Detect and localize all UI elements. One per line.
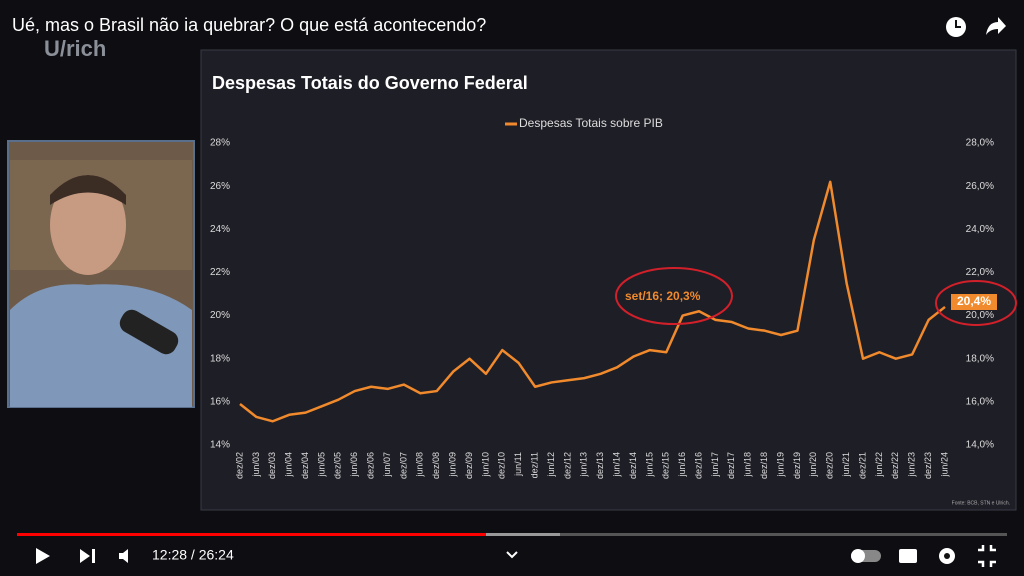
x-tick-label: jun/12 (546, 452, 556, 478)
y2-tick-label: 18,0% (966, 353, 994, 364)
subtitles-button[interactable] (899, 549, 917, 563)
next-button[interactable] (80, 549, 95, 563)
x-tick-label: jun/20 (808, 452, 818, 478)
x-tick-label: jun/22 (874, 452, 884, 478)
volume-button[interactable] (119, 549, 128, 563)
progress-played (17, 533, 486, 536)
source: Fonte: BCB, STN e Ulrich. (952, 500, 1010, 506)
y-tick-label: 20% (210, 310, 230, 321)
fullscreen-button[interactable] (978, 545, 996, 567)
y2-tick-label: 14,0% (966, 440, 994, 451)
x-tick-label: jun/08 (415, 452, 425, 478)
x-tick-label: jun/23 (907, 452, 917, 478)
chart-title: Despesas Totais do Governo Federal (212, 73, 528, 93)
hair (50, 175, 126, 205)
y-tick-label: 22% (210, 267, 230, 278)
autoplay-knob (851, 549, 865, 563)
x-tick-label: dez/18 (759, 452, 769, 479)
x-tick-label: jun/16 (677, 452, 687, 478)
shirt (10, 284, 192, 407)
x-tick-label: jun/03 (251, 452, 261, 478)
y-tick-label: 16% (210, 396, 230, 407)
annotation: 20,4% (957, 294, 991, 308)
annotation-box (951, 294, 997, 310)
share-icon[interactable] (986, 17, 1006, 35)
x-tick-label: jun/11 (513, 452, 523, 477)
x-tick-label: dez/17 (726, 452, 736, 479)
annotation-circle (615, 267, 733, 325)
y-tick-label: 24% (210, 224, 230, 235)
legend-label: Despesas Totais sobre PIB (519, 116, 663, 130)
face (50, 175, 126, 275)
y2-tick-label: 20,0% (966, 310, 994, 321)
x-tick-label: dez/21 (857, 452, 867, 479)
x-tick-label: jun/14 (611, 452, 621, 478)
x-tick-label: dez/09 (464, 452, 474, 479)
x-tick-label: dez/19 (792, 452, 802, 479)
x-tick-label: jun/13 (579, 452, 589, 478)
microphone (119, 309, 179, 355)
x-tick-label: dez/22 (890, 452, 900, 479)
x-tick-label: dez/14 (628, 452, 638, 479)
y2-tick-label: 16,0% (966, 396, 994, 407)
x-tick-label: jun/17 (710, 452, 720, 478)
annotation: set/16; 20,3% (625, 289, 701, 303)
x-tick-label: dez/08 (431, 452, 441, 479)
x-tick-label: jun/04 (284, 452, 294, 478)
x-tick-label: dez/02 (234, 452, 244, 479)
time-display: 12:28 / 26:24 (152, 547, 234, 563)
x-tick-label: dez/23 (923, 452, 933, 479)
x-tick-label: jun/09 (448, 452, 458, 478)
x-tick-label: jun/10 (480, 452, 490, 478)
plot: 14% 16% 18% 20% 22% 24% 26% 28% 14,0% 16,0% 18,0% 2… (210, 116, 1017, 479)
chart-panel (200, 49, 1017, 511)
y-tick-label: 26% (210, 181, 230, 192)
y-tick-label: 18% (210, 353, 230, 364)
x-tick-label: jun/18 (743, 452, 753, 478)
x-tick-label: jun/07 (382, 452, 392, 478)
x-tick-label: jun/24 (939, 452, 949, 478)
x-tick-label: jun/06 (349, 452, 359, 478)
x-tick-label: dez/15 (661, 452, 671, 479)
settings-hole (944, 553, 950, 559)
annotation-circle (935, 280, 1017, 326)
y-tick-label: 28% (210, 138, 230, 149)
play-button[interactable] (36, 548, 50, 564)
x-tick-label: dez/03 (267, 452, 277, 479)
x-tick-label: jun/05 (316, 452, 326, 478)
x-tick-label: dez/06 (366, 452, 376, 479)
y-tick-label: 14% (210, 440, 230, 451)
x-tick-label: dez/05 (333, 452, 343, 479)
x-tick-label: dez/07 (398, 452, 408, 479)
y2-tick-label: 22,0% (966, 267, 994, 278)
x-tick-label: dez/11 (529, 452, 539, 478)
y2-tick-label: 28,0% (966, 138, 994, 149)
x-tick-label: dez/12 (562, 452, 572, 479)
x-tick-label: jun/21 (841, 452, 851, 478)
x-tick-label: jun/19 (775, 452, 785, 478)
video-title[interactable]: Ué, mas o Brasil não ia quebrar? O que e… (12, 15, 486, 35)
x-tick-label: dez/13 (595, 452, 605, 479)
y2-tick-label: 24,0% (966, 224, 994, 235)
x-tick-label: dez/10 (497, 452, 507, 479)
channel-logo: U/rich (44, 36, 106, 61)
x-tick-label: dez/20 (825, 452, 835, 479)
x-tick-label: dez/04 (300, 452, 310, 479)
chapters-toggle[interactable] (506, 551, 518, 559)
y2-tick-label: 26,0% (966, 181, 994, 192)
x-tick-label: dez/16 (693, 452, 703, 479)
clock-hand (955, 20, 961, 28)
x-tick-label: jun/15 (644, 452, 654, 478)
data-line (239, 180, 946, 423)
